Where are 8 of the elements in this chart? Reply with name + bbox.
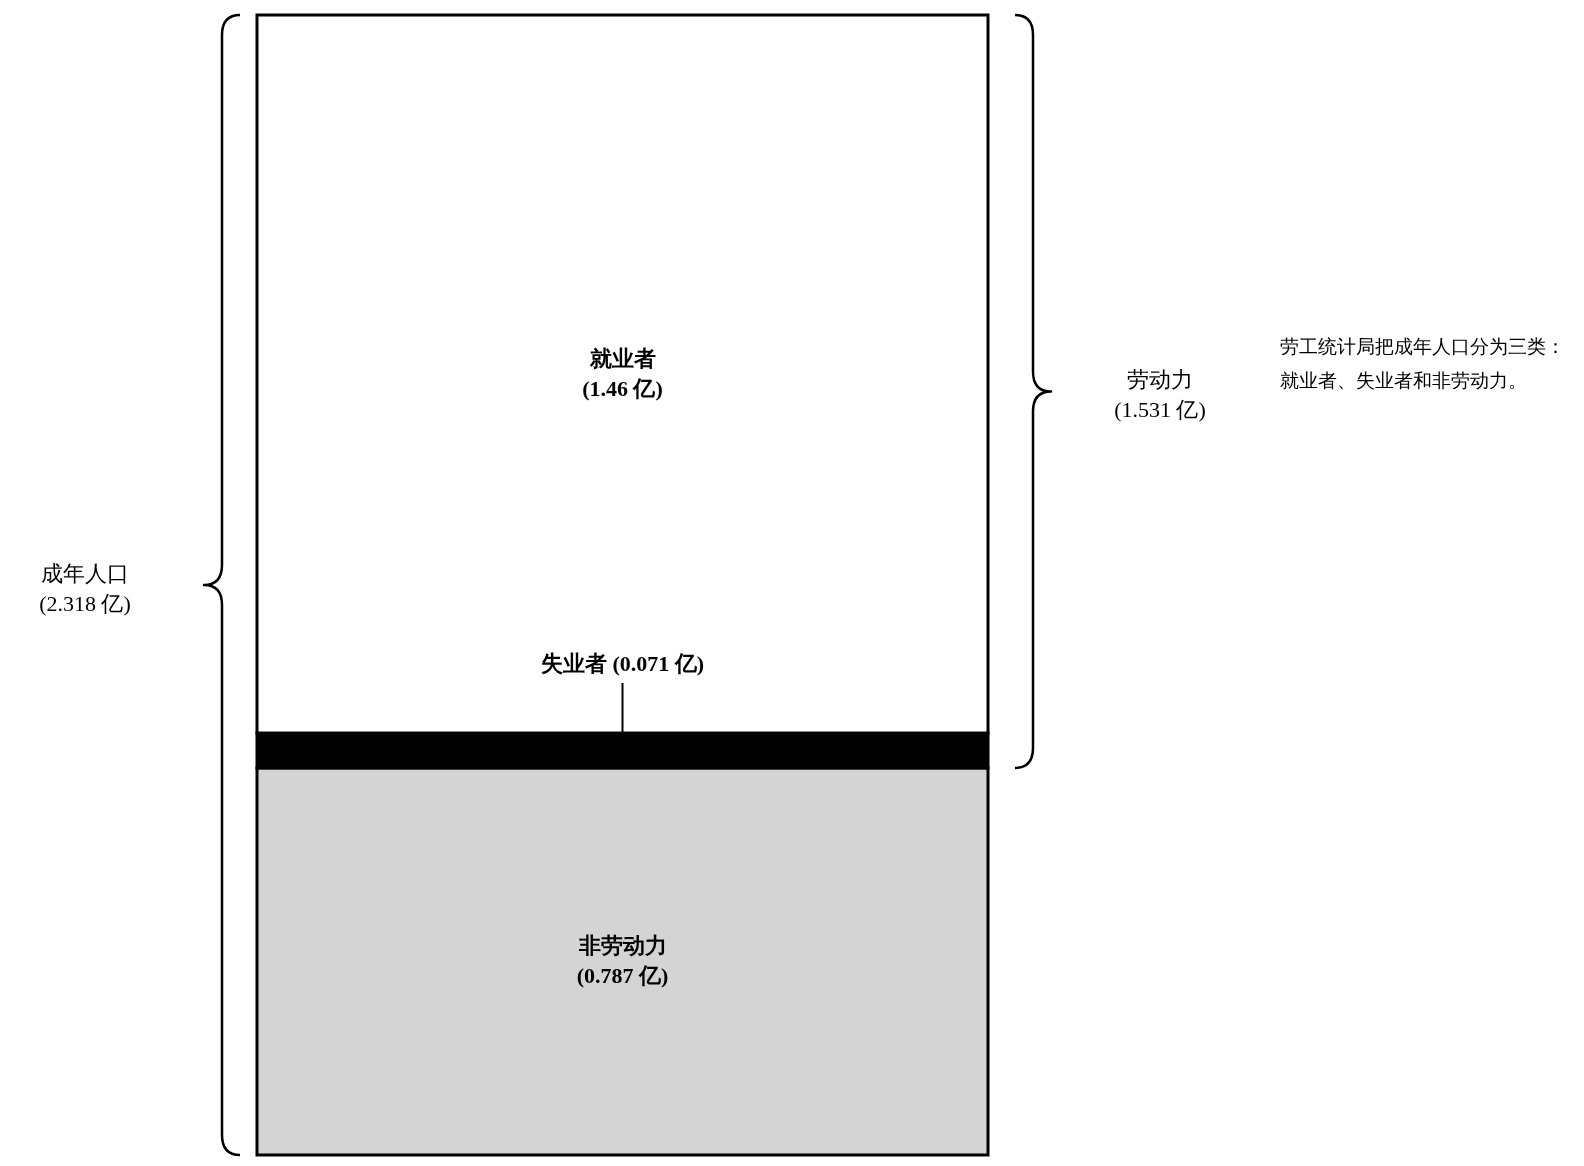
series-label: 就业者 — [588, 346, 656, 372]
text: 劳动力 (1.531 亿) — [1114, 367, 1206, 423]
data-label: (0.787 亿) — [576, 963, 669, 989]
series-label: 非劳动力 — [577, 933, 667, 959]
data-label: (1.46 亿) — [582, 375, 663, 401]
text: 成年人口 (2.318 亿) — [39, 561, 131, 616]
text: 失业者 (0.071 亿) — [540, 651, 705, 677]
text: 劳工统计局把成年人口分为三类：就业者、失业者和非劳动力。 — [1280, 335, 1566, 393]
